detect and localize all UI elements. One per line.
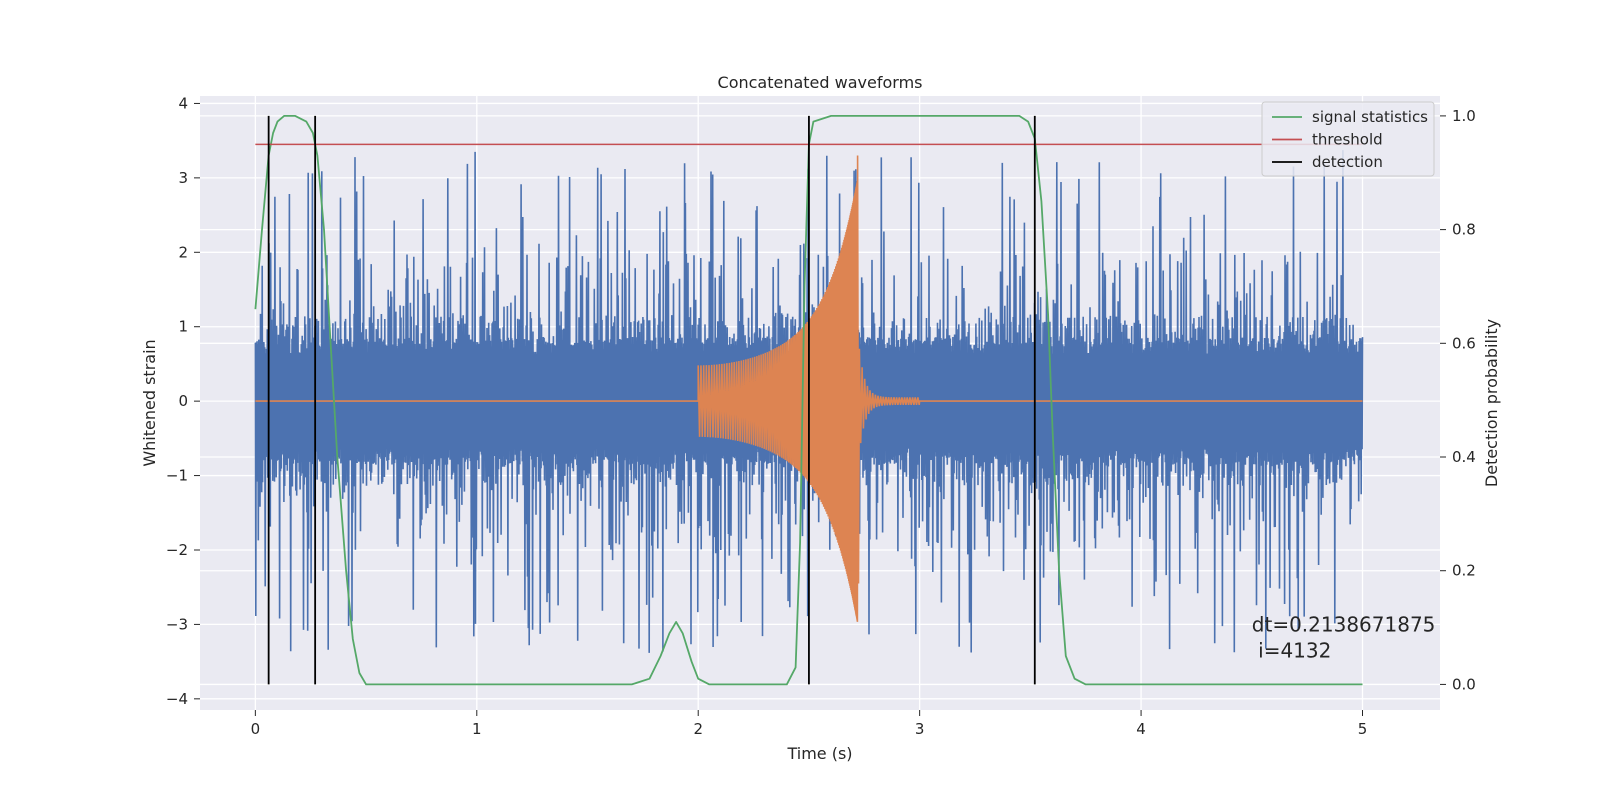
legend: signal statistics threshold detection: [1261, 101, 1435, 177]
y-tick-label: −4: [166, 690, 188, 708]
x-tick-label: 1: [472, 720, 482, 738]
y-right-tick-label: 0.2: [1452, 562, 1476, 580]
y-tick-label: 1: [178, 318, 188, 336]
x-tick-label: 0: [251, 720, 261, 738]
y-right-tick-label: 0.0: [1452, 675, 1476, 693]
legend-label: signal statistics: [1312, 108, 1428, 126]
y-tick-label: −2: [166, 541, 188, 559]
chirp-series-line: [255, 155, 1363, 622]
ticks-layer: 0 1 2 3 4 5 −4 −3 −2 −1 0 1 2 3 4 0.0 0.2 0.4 0.6 0.8 1.0: [166, 94, 1476, 738]
x-axis-label: Time (s): [786, 744, 852, 763]
annotation-text: dt=0.2138671875: [1252, 612, 1436, 636]
x-tick-label: 3: [915, 720, 925, 738]
y-axis-label: Whitened strain: [140, 339, 159, 466]
y-tick-label: 3: [178, 169, 188, 187]
x-tick-label: 2: [693, 720, 703, 738]
y-right-tick-label: 0.4: [1452, 448, 1476, 466]
y-tick-label: 2: [178, 243, 188, 261]
y-right-tick-label: 0.6: [1452, 334, 1476, 352]
y-right-tick-label: 0.8: [1452, 221, 1476, 239]
series-layer: [254, 115, 1364, 686]
legend-label: detection: [1312, 153, 1383, 171]
y-tick-label: 4: [178, 94, 188, 112]
chart-title: Concatenated waveforms: [718, 73, 923, 92]
y-right-tick-label: 1.0: [1452, 107, 1476, 125]
legend-label: threshold: [1312, 131, 1383, 149]
y-axis-right-label: Detection probability: [1482, 319, 1501, 487]
y-tick-label: −1: [166, 467, 188, 485]
x-tick-label: 4: [1136, 720, 1146, 738]
y-tick-label: 0: [178, 392, 188, 410]
legend-box: [1261, 101, 1435, 177]
y-tick-label: −3: [166, 615, 188, 633]
signal-statistics-line: [254, 115, 1363, 686]
annotations: dt=0.2138671875 i=4132: [1252, 612, 1436, 662]
annotation-text: i=4132: [1252, 638, 1332, 662]
x-tick-label: 5: [1358, 720, 1368, 738]
